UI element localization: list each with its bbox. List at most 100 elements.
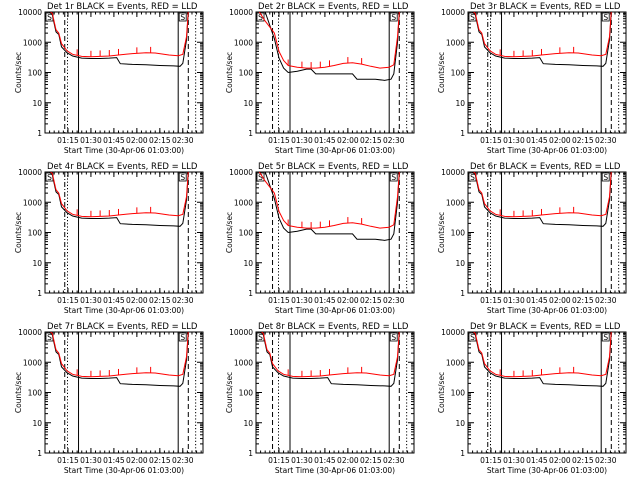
y-tick-label: 1 <box>460 289 465 298</box>
axes-frame <box>255 171 415 294</box>
region-box <box>389 332 398 342</box>
panel-det-9: Det 9r BLACK = Events, RED = LLD 1 10 100 10… <box>437 322 627 475</box>
region-box <box>389 12 398 22</box>
x-tick-label: 02:30 <box>595 136 617 145</box>
y-tick-label: 1000 <box>23 198 42 207</box>
panel-det-4: Det 4r BLACK = Events, RED = LLD 1 10 100 10… <box>14 162 204 315</box>
panel-det-5: Det 5r BLACK = Events, RED = LLD 1 10 100 10… <box>225 162 415 315</box>
region-box-label: S <box>391 173 396 182</box>
series-line-events <box>471 332 613 387</box>
series-line-events <box>48 172 190 227</box>
x-tick-label: 02:15 <box>572 456 594 465</box>
region-box-label: S <box>47 13 52 22</box>
region-box-label: S <box>603 173 608 182</box>
y-tick-label: 100 <box>28 389 43 398</box>
axes-frame <box>44 171 204 294</box>
y-tick-label: 1000 <box>234 358 253 367</box>
y-tick-label: 10000 <box>229 168 253 177</box>
x-tick-label: 01:45 <box>103 136 125 145</box>
x-tick-label: 01:15 <box>268 296 290 305</box>
region-box-label: S <box>180 13 185 22</box>
x-tick-label: 02:30 <box>172 136 194 145</box>
x-axis-label: Start Time (30-Apr-06 01:03:00) <box>275 146 395 155</box>
series-line-events <box>48 332 190 387</box>
y-axis-label: Counts/sec <box>437 212 446 253</box>
x-tick-label: 02:30 <box>172 296 194 305</box>
x-tick-label: 01:45 <box>526 296 548 305</box>
y-tick-label: 10 <box>455 259 465 268</box>
x-tick-label: 01:15 <box>268 456 290 465</box>
x-tick-label: 02:00 <box>337 296 359 305</box>
y-tick-label: 1 <box>248 449 253 458</box>
x-axis-label: Start Time (30-Apr-06 01:03:00) <box>64 466 184 475</box>
region-box-label: S <box>470 333 475 342</box>
x-tick-label: 02:15 <box>360 136 382 145</box>
region-box <box>389 172 398 182</box>
y-tick-label: 1000 <box>234 198 253 207</box>
x-tick-label: 01:15 <box>57 136 79 145</box>
x-tick-label: 02:15 <box>572 296 594 305</box>
y-tick-label: 10 <box>243 99 253 108</box>
region-box <box>601 172 610 182</box>
x-axis-label: Start Time (30-Apr-06 01:03:00) <box>487 466 607 475</box>
panel-title: Det 2r BLACK = Events, RED = LLD <box>258 2 409 12</box>
axes-frame <box>255 331 415 454</box>
series-line-events <box>471 172 613 227</box>
x-tick-label: 02:30 <box>383 136 405 145</box>
x-tick-label: 01:30 <box>503 296 525 305</box>
region-box-label: S <box>391 333 396 342</box>
x-tick-label: 01:45 <box>314 456 336 465</box>
axes-frame <box>467 171 627 294</box>
y-tick-label: 1000 <box>23 358 42 367</box>
x-tick-label: 01:45 <box>314 136 336 145</box>
panel-det-7: Det 7r BLACK = Events, RED = LLD 1 10 100 10… <box>14 322 204 475</box>
x-tick-label: 01:30 <box>291 136 313 145</box>
x-axis-label: Start Time (30-Apr-06 01:03:00) <box>64 146 184 155</box>
y-tick-label: 10000 <box>229 8 253 17</box>
x-tick-label: 01:15 <box>268 136 290 145</box>
y-tick-label: 100 <box>28 69 43 78</box>
y-tick-label: 10000 <box>441 328 465 337</box>
y-tick-label: 1 <box>37 449 42 458</box>
panel-det-2: Det 2r BLACK = Events, RED = LLD 1 10 100 10… <box>225 2 415 155</box>
region-box-label: S <box>180 173 185 182</box>
x-tick-label: 01:30 <box>291 456 313 465</box>
y-tick-label: 10000 <box>18 8 42 17</box>
x-axis-label: Start Time (30-Apr-06 01:03:00) <box>487 306 607 315</box>
x-tick-label: 02:00 <box>549 456 571 465</box>
x-axis-label: Start Time (30-Apr-06 01:03:00) <box>275 466 395 475</box>
y-tick-label: 1 <box>37 129 42 138</box>
x-tick-label: 01:45 <box>314 296 336 305</box>
x-tick-label: 02:30 <box>383 456 405 465</box>
x-tick-label: 02:30 <box>595 296 617 305</box>
panel-title: Det 4r BLACK = Events, RED = LLD <box>47 162 198 172</box>
x-tick-label: 01:45 <box>526 136 548 145</box>
y-tick-label: 1000 <box>23 38 42 47</box>
panel-det-1: Det 1r BLACK = Events, RED = LLD 1 10 100 10… <box>14 2 204 155</box>
region-box <box>601 332 610 342</box>
region-box-label: S <box>258 13 263 22</box>
y-axis-label: Counts/sec <box>437 52 446 93</box>
x-tick-label: 01:30 <box>503 456 525 465</box>
x-axis-label: Start Time (30-Apr-06 01:03:00) <box>64 306 184 315</box>
y-tick-label: 10000 <box>441 168 465 177</box>
region-box-label: S <box>603 13 608 22</box>
y-tick-label: 1 <box>248 129 253 138</box>
y-axis-label: Counts/sec <box>14 212 23 253</box>
y-tick-label: 1 <box>248 289 253 298</box>
series-line-lld <box>258 172 400 229</box>
x-tick-label: 02:15 <box>360 296 382 305</box>
y-tick-label: 100 <box>239 389 254 398</box>
y-tick-label: 10000 <box>229 328 253 337</box>
region-box-label: S <box>180 333 185 342</box>
x-tick-label: 01:15 <box>57 456 79 465</box>
x-tick-label: 02:30 <box>595 456 617 465</box>
x-tick-label: 02:15 <box>149 136 171 145</box>
y-axis-label: Counts/sec <box>437 372 446 413</box>
region-box-label: S <box>258 333 263 342</box>
panel-det-8: Det 8r BLACK = Events, RED = LLD 1 10 100 10… <box>225 322 415 475</box>
panel-title: Det 8r BLACK = Events, RED = LLD <box>258 322 409 332</box>
y-tick-label: 1 <box>37 289 42 298</box>
y-tick-label: 10 <box>32 419 42 428</box>
